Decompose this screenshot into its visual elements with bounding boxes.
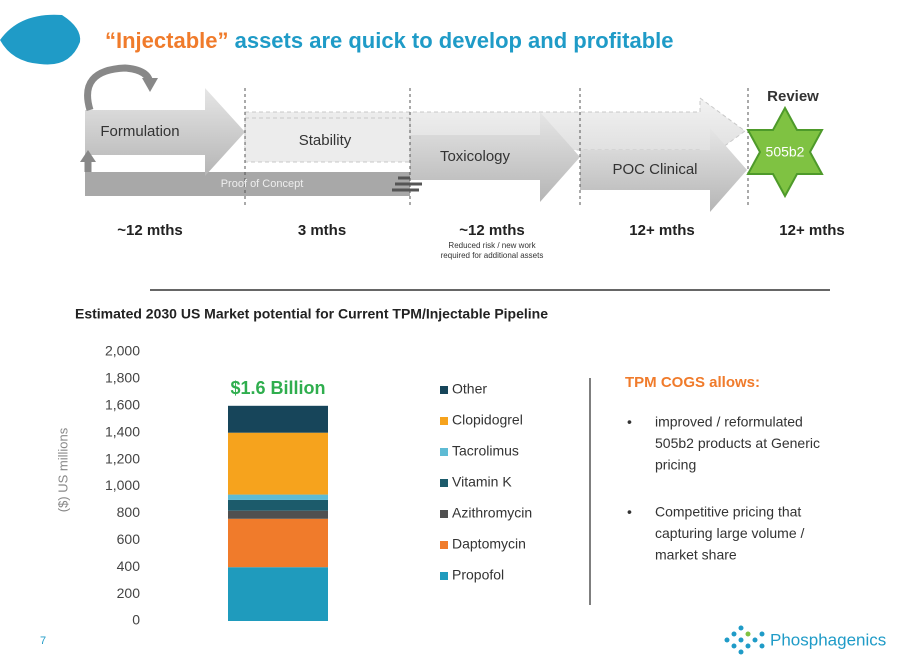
title-drop (0, 14, 81, 65)
bar-segment (228, 499, 328, 511)
duration: 12+ mths (629, 222, 694, 239)
duration: ~12 mths (459, 222, 524, 239)
y-tick-label: 1,000 (105, 477, 140, 493)
title-highlight: “Injectable” (105, 28, 228, 53)
bullet-text: 505b2 products at Generic (655, 435, 820, 451)
badge-star (746, 105, 824, 199)
bullet-text: improved / reformulated (655, 414, 803, 430)
chart: Estimated 2030 US Market potential for C… (55, 306, 548, 628)
proof-bar (85, 172, 410, 196)
legend-swatch (440, 386, 448, 394)
slide-title: “Injectable” assets are quick to develop… (105, 28, 674, 53)
badge-label: 505b2 (766, 144, 805, 160)
bar-segment (228, 494, 328, 500)
duration: 3 mths (298, 222, 346, 239)
logo-dots (724, 625, 765, 655)
poc-arrow (580, 128, 747, 212)
legend-swatch (440, 541, 448, 549)
note: Reduced risk / new work (448, 241, 536, 250)
legend-label: Clopidogrel (452, 412, 523, 428)
step-label: Stability (299, 132, 352, 149)
legend-swatch (440, 572, 448, 580)
bar-segment (228, 567, 328, 621)
legend-label: Azithromycin (452, 505, 532, 521)
step-label: POC Clinical (612, 161, 697, 178)
bar-segment (228, 510, 328, 519)
proof-label: Proof of Concept (221, 178, 304, 190)
legend-label: Daptomycin (452, 536, 526, 552)
y-tick-label: 1,800 (105, 370, 140, 386)
bar-segment (228, 432, 328, 495)
y-tick-label: 200 (117, 585, 141, 601)
duration: 12+ mths (779, 222, 844, 239)
legend-label: Vitamin K (452, 474, 512, 490)
panel-heading: TPM COGS allows: (625, 374, 760, 391)
annotation: $1.6 Billion (230, 378, 325, 398)
bar-segment (228, 405, 328, 433)
legend-swatch (440, 510, 448, 518)
bullet-dot: • (627, 504, 632, 520)
duration: ~12 mths (117, 222, 182, 239)
y-tick-label: 2,000 (105, 343, 140, 359)
panel: TPM COGS allows: (589, 374, 760, 605)
bullet-text: market share (655, 547, 737, 563)
stability-box (244, 117, 411, 163)
review-label: Review (767, 88, 819, 105)
y-tick-label: 1,400 (105, 423, 140, 439)
legend-swatch (440, 479, 448, 487)
note: required for additional assets (441, 251, 544, 260)
y-tick-label: 1,200 (105, 450, 140, 466)
title-rest: assets are quick to develop and profitab… (228, 28, 673, 53)
bullet-dot: • (627, 414, 632, 430)
logo: Phosphagenics (770, 630, 886, 649)
bar-segment (228, 518, 328, 568)
y-tick-label: 400 (117, 558, 141, 574)
cycle-head-low (80, 150, 96, 162)
legend-label: Tacrolimus (452, 443, 519, 459)
bullet-text: pricing (655, 457, 696, 473)
legend-swatch (440, 417, 448, 425)
formulation-arrow (85, 88, 245, 176)
y-tick-label: 600 (117, 531, 141, 547)
cycle-arrow (84, 64, 154, 112)
chart-title: Estimated 2030 US Market potential for C… (75, 306, 548, 322)
step-label: Toxicology (440, 148, 511, 165)
cycle-head (142, 78, 158, 92)
bullet-text: capturing large volume / (655, 525, 805, 541)
bullet-text: Competitive pricing that (655, 504, 801, 520)
process: Formulation Stability Toxicology POC Cli… (80, 64, 845, 291)
toxicology-arrow (410, 112, 580, 202)
legend-label: Other (452, 381, 487, 397)
step-label: Formulation (100, 123, 179, 140)
page-number: 7 (40, 635, 46, 647)
y-axis-label: ($) US millions (55, 427, 70, 512)
y-tick-label: 1,600 (105, 397, 140, 413)
legend-swatch (440, 448, 448, 456)
legend-label: Propofol (452, 567, 504, 583)
y-tick-label: 0 (132, 612, 140, 628)
y-tick-label: 800 (117, 504, 141, 520)
